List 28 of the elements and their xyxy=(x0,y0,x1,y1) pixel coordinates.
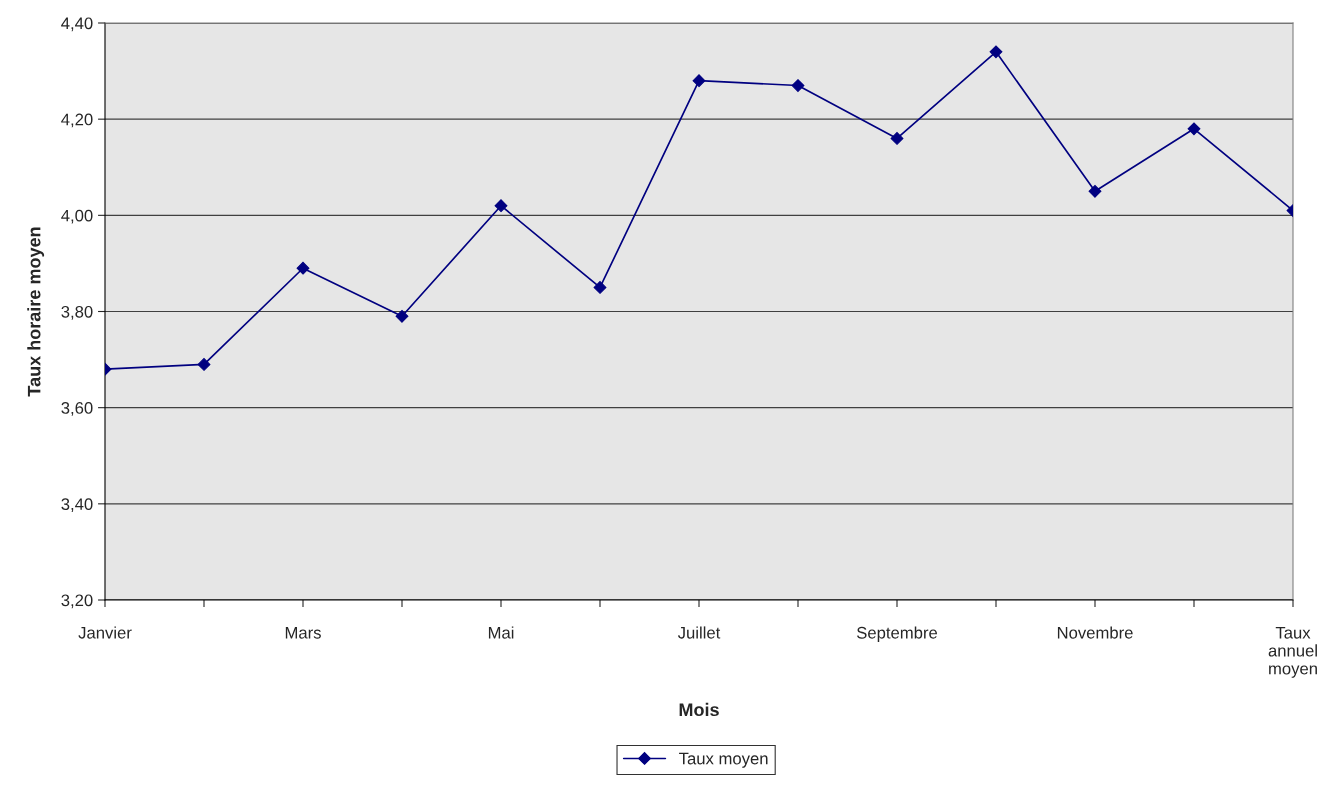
x-tick-label: Janvier xyxy=(78,626,132,639)
x-tick-label: Septembre xyxy=(857,626,938,642)
x-tick-label: Mars xyxy=(285,627,321,639)
legend-label: Taux moyen xyxy=(679,752,768,768)
point xyxy=(593,281,607,294)
y-axis-title: Taux horaire moyen xyxy=(27,227,45,397)
point xyxy=(296,261,310,275)
x-axis-title: Mois xyxy=(679,702,719,717)
y-tick-label: 3,60 xyxy=(61,402,93,416)
point xyxy=(395,309,409,323)
y-tick-label: 3,20 xyxy=(61,594,93,609)
x-tick-label: Taux annuel moyen xyxy=(1268,627,1317,678)
y-tick-label: 4,40 xyxy=(61,17,93,32)
x-tick-label: Mai xyxy=(488,626,514,639)
y-tick-label: 3,40 xyxy=(61,498,93,513)
x-tick-label: Novembre xyxy=(1057,626,1133,639)
point xyxy=(791,79,805,92)
y-tick-label: 4,20 xyxy=(61,113,93,128)
y-tick-label: 4,00 xyxy=(61,209,93,224)
point xyxy=(890,131,904,145)
point xyxy=(692,74,706,88)
x-tick-label: Juillet xyxy=(677,626,721,639)
y-tick-label: 3,80 xyxy=(61,305,93,320)
point xyxy=(989,45,1003,59)
point xyxy=(494,199,508,213)
point xyxy=(197,357,211,371)
point xyxy=(1088,184,1102,198)
point xyxy=(1187,122,1201,136)
